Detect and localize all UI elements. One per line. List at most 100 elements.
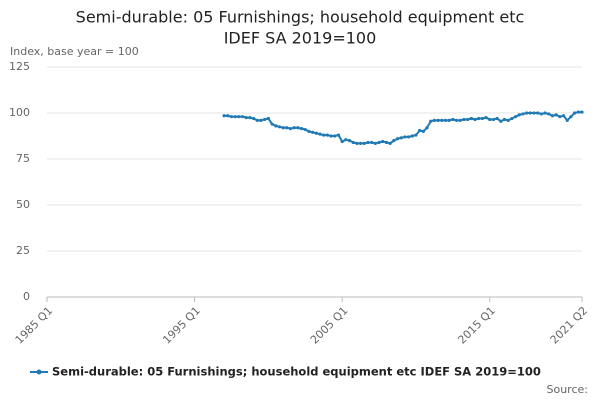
data-point [436,118,440,122]
data-point [318,132,322,136]
data-point [285,126,289,130]
data-point [510,116,514,121]
legend-marker [36,369,42,375]
data-point [543,111,547,115]
y-tick-label: 50 [16,198,30,211]
y-axis-label: Index, base year = 100 [10,45,139,58]
x-tick-label: 1995 Q1 [160,304,203,347]
data-point [362,141,366,145]
data-point [536,111,540,115]
data-point [307,129,311,133]
data-point [333,134,337,138]
data-point [381,139,385,144]
data-point [359,141,363,145]
data-point [373,141,377,145]
data-point [499,119,503,123]
x-tick-label: 1985 Q1 [13,304,56,347]
data-point [558,115,562,119]
data-point [296,126,300,130]
chart-title: Semi-durable: 05 Furnishings; household … [76,8,525,27]
data-point [506,118,510,122]
data-point [406,135,411,139]
data-point [447,118,451,122]
chart-subtitle: IDEF SA 2019=100 [224,29,377,48]
data-point [491,117,496,122]
data-point [418,128,422,133]
data-point [421,129,425,133]
data-point [547,112,551,116]
y-tick-label: 100 [9,106,30,119]
data-point [281,126,285,130]
x-tick-label: 2015 Q1 [455,304,498,347]
data-point [226,114,230,118]
data-point [561,114,566,118]
data-point [384,140,389,145]
data-point [469,116,473,121]
data-point [539,112,544,116]
data-point [347,139,352,143]
data-point [255,118,259,122]
legend-label: Semi-durable: 05 Furnishings; household … [52,365,541,379]
data-point [573,111,577,115]
data-point [462,117,466,122]
data-point [388,141,392,145]
data-point [222,114,226,118]
data-point [550,114,555,118]
data-point [292,126,296,130]
data-point [425,126,429,130]
data-point [314,131,318,135]
y-tick-label: 75 [16,152,30,165]
data-point [484,116,488,120]
x-tick-label: 2005 Q1 [308,304,351,347]
data-point [488,117,492,122]
data-point [266,116,270,121]
source: Source: [547,383,589,396]
data-point [554,113,558,117]
data-point [532,111,536,115]
data-point [528,111,532,115]
data-point [259,118,263,122]
data-point [477,116,481,121]
data-point [322,133,326,137]
data-point [329,134,333,138]
data-point [521,112,525,116]
y-tick-label: 0 [23,290,30,303]
data-point [274,124,278,128]
data-point [403,135,407,139]
data-point [576,110,580,114]
data-point [351,140,355,145]
data-point [370,140,374,145]
data-point [237,115,241,119]
data-point [395,137,400,141]
data-point [325,133,330,137]
series-line [224,111,582,145]
x-tick-label: 2021 Q2 [548,304,591,347]
data-point [340,139,344,144]
y-tick-label: 125 [9,60,30,73]
data-point [517,113,521,117]
data-point [366,140,370,145]
data-point [344,138,348,142]
data-point [473,117,477,122]
data-point [377,140,381,145]
data-point [240,115,245,119]
data-point [414,133,418,137]
data-point [244,116,248,120]
data-point [440,118,444,122]
data-point [336,133,341,137]
data-point [432,118,437,122]
data-point [454,118,459,122]
data-point [443,118,448,122]
data-point [565,118,569,122]
data-point [495,116,499,121]
y-tick-label: 25 [16,244,30,257]
data-point [270,122,274,126]
data-point [277,125,282,129]
data-point [252,116,256,121]
data-point [480,116,484,121]
data-point [458,118,462,122]
data-point [303,127,307,132]
data-point [248,116,252,120]
data-point [263,117,267,122]
